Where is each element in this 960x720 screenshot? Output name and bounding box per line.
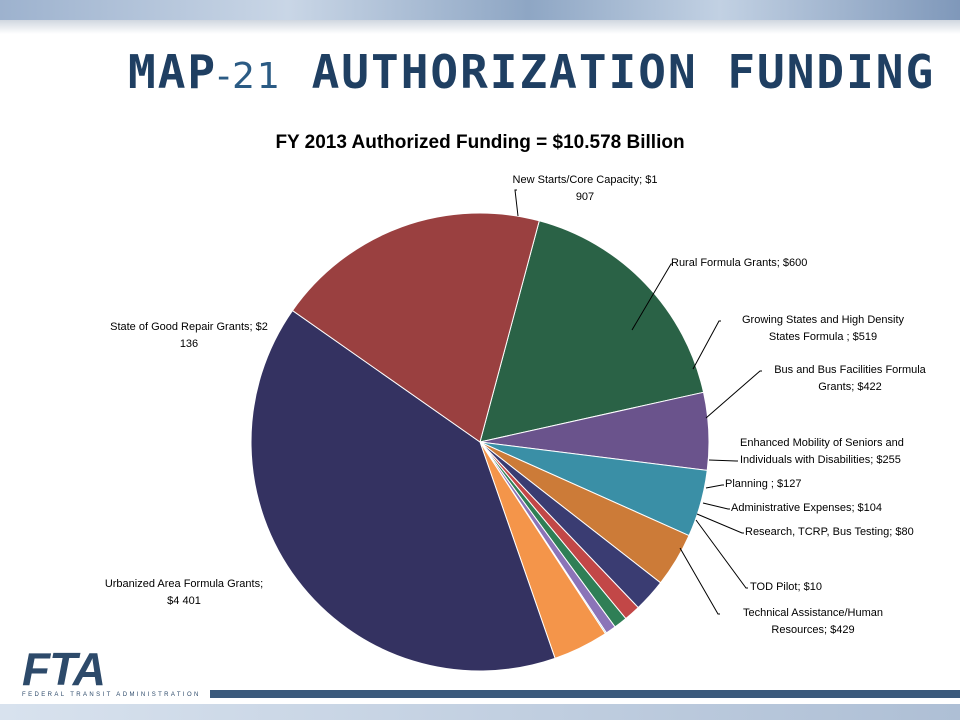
slide-title: MAP-21 AUTHORIZATION FUNDING	[128, 32, 933, 112]
data-label-line: Individuals with Disabilities; $255	[740, 454, 901, 466]
data-label: Rural Formula Grants; $600	[671, 255, 871, 272]
header-band	[0, 0, 960, 20]
data-label: Administrative Expenses; $104	[731, 500, 931, 517]
data-label: Technical Assistance/Human Resources; $42…	[723, 605, 903, 639]
data-label-line: States Formula ; $519	[768, 331, 878, 343]
leader-line	[705, 370, 762, 419]
data-label: Bus and Bus Facilities Formula Grants; $4…	[765, 362, 935, 396]
leader-line	[692, 320, 721, 370]
data-label-line: Planning ; $127	[725, 478, 802, 490]
data-label-line: Urbanized Area Formula Grants;	[104, 578, 264, 590]
leader-line	[708, 459, 738, 462]
data-label-line: Enhanced Mobility of Seniors and	[740, 437, 904, 449]
slide-title-part1: MAP	[128, 45, 218, 99]
data-label: Urbanized Area Formula Grants; $4 401	[94, 576, 274, 610]
data-label-line: Grants; $422	[818, 381, 882, 393]
data-label-line: 907	[575, 191, 595, 203]
data-label-line: New Starts/Core Capacity; $1	[512, 174, 658, 186]
data-label-line: $4 401	[167, 595, 201, 607]
data-label: State of Good Repair Grants; $2 136	[96, 319, 282, 353]
fta-logo-subtitle: FEDERAL TRANSIT ADMINISTRATION	[22, 692, 201, 698]
data-label: Growing States and High Density States Fo…	[723, 312, 923, 346]
data-label-line: Bus and Bus Facilities Formula	[774, 364, 926, 376]
data-label: Planning ; $127	[725, 476, 845, 493]
pie-slice-new-starts-core-capacity	[479, 220, 705, 443]
data-label-line: Technical Assistance/Human	[742, 607, 883, 619]
data-label-line: 136	[179, 338, 199, 350]
pie-slice-urbanized-area-formula-grants	[250, 309, 556, 672]
data-label-line: State of Good Repair Grants; $2	[110, 321, 268, 333]
fta-logo: FTA FEDERAL TRANSIT ADMINISTRATION	[22, 643, 212, 700]
fta-logo-letters: FTA	[22, 643, 106, 695]
leader-line	[514, 189, 519, 217]
data-label-line: Growing States and High Density	[741, 314, 905, 326]
header-band-shadow	[0, 20, 960, 34]
leader-line	[702, 502, 730, 510]
slide-title-part3: AUTHORIZATION FUNDING	[311, 45, 936, 99]
leader-line	[679, 547, 720, 615]
data-label: Research, TCRP, Bus Testing; $80	[745, 524, 945, 541]
leader-line	[631, 263, 673, 331]
footer-bar	[210, 690, 960, 698]
data-label-line: TOD Pilot; $10	[750, 581, 822, 593]
data-label-line: Rural Formula Grants; $600	[671, 257, 808, 269]
data-label: Enhanced Mobility of Seniors and Individu…	[740, 435, 940, 469]
leader-line	[696, 513, 744, 534]
data-label: TOD Pilot; $10	[750, 579, 870, 596]
leader-line	[695, 519, 748, 589]
pie-slice-state-of-good-repair-grants	[291, 212, 540, 443]
data-label-line: Resources; $429	[771, 624, 855, 636]
footer-strip	[0, 704, 960, 720]
data-label-line: Research, TCRP, Bus Testing; $80	[745, 526, 914, 538]
data-label: New Starts/Core Capacity; $1 907	[500, 172, 670, 206]
data-label-line: Administrative Expenses; $104	[731, 502, 883, 514]
leader-line	[705, 484, 724, 489]
chart-title: FY 2013 Authorized Funding = $10.578 Bil…	[275, 132, 685, 153]
slide-title-part2: -21	[217, 56, 282, 97]
